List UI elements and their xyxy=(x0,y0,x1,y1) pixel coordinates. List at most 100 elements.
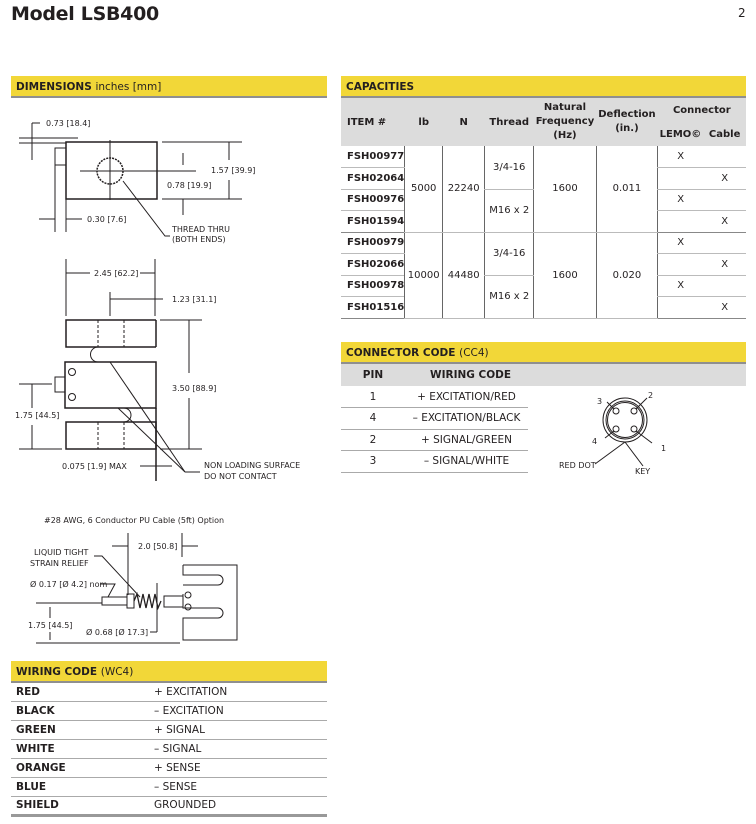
dim-0-075: 0.075 [1.9] MAX xyxy=(62,462,127,471)
pin-number: 3 xyxy=(341,450,405,473)
wire-function: – SIGNAL xyxy=(154,739,327,760)
thread: 3/4-16 xyxy=(484,146,534,190)
item-number: FSH01516 xyxy=(341,296,405,319)
lemo-mark xyxy=(657,210,704,233)
col-thread: Thread xyxy=(484,98,534,146)
item-number: FSH00977 xyxy=(341,146,405,168)
connector-code-code: (CC4) xyxy=(459,347,489,359)
pin-wiring: – EXCITATION/BLACK xyxy=(405,407,528,430)
col-wiring: WIRING CODE xyxy=(405,364,528,386)
col-lb: lb xyxy=(404,98,443,146)
wire-function: + EXCITATION xyxy=(154,683,327,703)
dim-cable-1-75: 1.75 [44.5] xyxy=(28,621,72,630)
thread: 3/4-16 xyxy=(484,232,534,276)
non-loading-note-1: NON LOADING SURFACE xyxy=(204,461,300,470)
thread-note-2: (BOTH ENDS) xyxy=(172,235,226,244)
pin-wiring: – SIGNAL/WHITE xyxy=(405,450,528,473)
capacity-row: FSH00977 5000 22240 3/4-16 1600 0.011 X xyxy=(341,146,746,233)
connector-row: 4– EXCITATION/BLACK xyxy=(341,407,528,430)
lemo-mark: X xyxy=(657,146,704,168)
wire-color: RED xyxy=(11,683,154,703)
cable-mark: X xyxy=(703,167,746,190)
dim-1-23: 1.23 [31.1] xyxy=(172,295,216,304)
cable-option-drawing: #28 AWG, 6 Conductor PU Cable (5ft) Opti… xyxy=(28,516,238,644)
capacity-row: FSH02064 X xyxy=(341,167,746,190)
thread: M16 x 2 xyxy=(484,275,534,319)
dimensions-header: DIMENSIONS inches [mm] xyxy=(11,76,327,98)
wiring-row: SHIELD GROUNDED xyxy=(11,796,327,816)
cable-mark: X xyxy=(703,296,746,319)
wire-function: + SENSE xyxy=(154,758,327,778)
deflection: 0.011 xyxy=(595,146,658,233)
dim-1-57: 1.57 [39.9] xyxy=(211,166,255,175)
connector-code-table: PIN WIRING CODE 1 + EXCITATION/RED 4– EXCIT… xyxy=(341,364,528,473)
cable-mark xyxy=(703,146,746,168)
lemo-mark xyxy=(657,296,704,319)
capacities-header: CAPACITIES xyxy=(341,76,746,98)
connector-pin-diagram: 3 2 4 1 RED DOT KEY xyxy=(559,391,666,476)
defl-h1: Deflection xyxy=(598,109,656,120)
lemo-mark: X xyxy=(657,275,704,297)
cable-mark: X xyxy=(703,210,746,233)
wiring-row: GREEN + SIGNAL xyxy=(11,720,327,741)
item-number: FSH00979 xyxy=(341,232,405,254)
dim-2-0: 2.0 [50.8] xyxy=(138,542,177,551)
connector-row: 2 + SIGNAL/GREEN xyxy=(341,429,528,451)
dim-3-50: 3.50 [88.9] xyxy=(172,384,216,393)
pin-wiring: + SIGNAL/GREEN xyxy=(405,429,528,451)
wiring-row: WHITE – SIGNAL xyxy=(11,739,327,760)
page-number: 2 xyxy=(738,6,746,20)
pin-number: 4 xyxy=(341,407,405,430)
dim-1-75: 1.75 [44.5] xyxy=(15,411,59,420)
deflection: 0.020 xyxy=(595,232,658,319)
item-number: FSH01594 xyxy=(341,210,405,233)
lemo-mark: X xyxy=(657,232,704,254)
col-frequency: Natural Frequency (Hz) xyxy=(533,98,597,146)
capacities-table: ITEM # lb N Thread Natural Frequency (Hz) … xyxy=(341,98,746,319)
dimension-drawings: 0.73 [18.4] 1.57 [39.9] 0.78 [19.9] 0.30… xyxy=(15,119,300,644)
thread: M16 x 2 xyxy=(484,189,534,233)
wiring-row: ORANGE + SENSE xyxy=(11,758,327,778)
capacity-row: FSH00978 M16 x 2 X xyxy=(341,275,746,319)
connector-code-title: CONNECTOR CODE xyxy=(346,347,456,359)
pin-number: 1 xyxy=(341,386,405,408)
wire-function: – SENSE xyxy=(154,777,327,797)
item-number: FSH00976 xyxy=(341,189,405,211)
wire-color: ORANGE xyxy=(11,758,154,778)
wiring-code-table: RED + EXCITATION BLACK – EXCITATION GREEN + S… xyxy=(11,683,327,817)
capacity-row: FSH02066 X xyxy=(341,253,746,276)
connector-row: 1 + EXCITATION/RED xyxy=(341,386,528,408)
page-title: Model LSB400 xyxy=(11,3,159,25)
wire-color: WHITE xyxy=(11,739,154,760)
capacity-row: FSH00976 M16 x 2 X xyxy=(341,189,746,233)
non-loading-note-2: DO NOT CONTACT xyxy=(204,472,277,481)
cable-mark xyxy=(703,189,746,211)
cable-mark xyxy=(703,275,746,297)
capacity-n: 44480 xyxy=(442,232,485,319)
freq-h3: (Hz) xyxy=(553,130,577,141)
dimensions-units: inches [mm] xyxy=(95,81,162,93)
wiring-row: BLACK – EXCITATION xyxy=(11,701,327,722)
wire-color: GREEN xyxy=(11,720,154,741)
cable-caption: #28 AWG, 6 Conductor PU Cable (5ft) Opti… xyxy=(44,516,224,525)
wiring-row: BLUE – SENSE xyxy=(11,777,327,797)
lemo-mark xyxy=(657,253,704,276)
capacity-row: FSH01516 X xyxy=(341,296,746,319)
wiring-row: RED + EXCITATION xyxy=(11,683,327,703)
dim-2-45: 2.45 [62.2] xyxy=(94,269,138,278)
capacity-n: 22240 xyxy=(442,146,485,233)
natural-frequency: 1600 xyxy=(533,146,597,233)
col-item: ITEM # xyxy=(341,98,405,146)
top-view-drawing: 0.73 [18.4] 1.57 [39.9] 0.78 [19.9] 0.30… xyxy=(19,119,255,244)
wire-function: – EXCITATION xyxy=(154,701,327,722)
dim-0-73: 0.73 [18.4] xyxy=(46,119,90,128)
dim-0-78: 0.78 [19.9] xyxy=(167,181,211,190)
wire-function: GROUNDED xyxy=(154,796,327,816)
capacity-lb: 5000 xyxy=(404,146,443,233)
pin-label-3: 3 xyxy=(597,397,602,406)
capacity-row: FSH01594 X xyxy=(341,210,746,233)
wiring-code-code: (WC4) xyxy=(100,666,134,678)
strain-relief-note-1: LIQUID TIGHT xyxy=(34,548,88,557)
dim-0-30: 0.30 [7.6] xyxy=(87,215,126,224)
col-n: N xyxy=(442,98,485,146)
